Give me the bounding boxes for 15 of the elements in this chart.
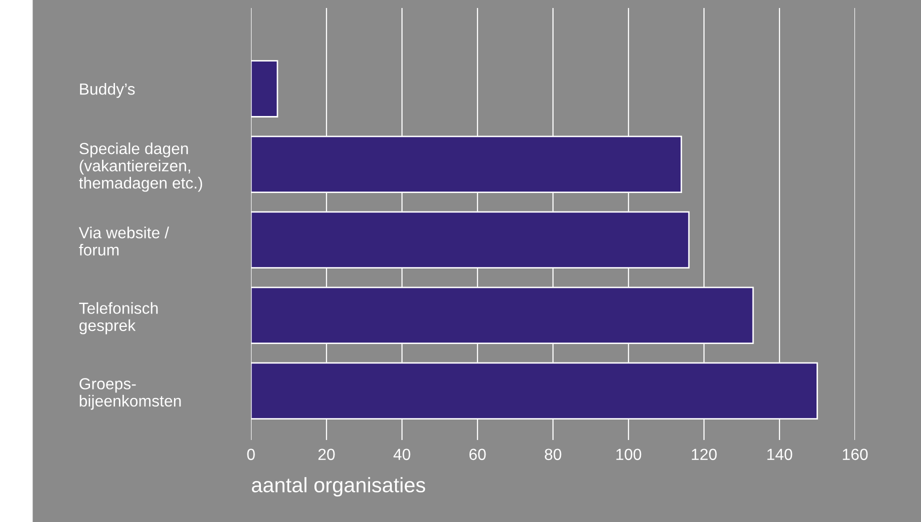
x-tick-label: 40 bbox=[393, 448, 410, 460]
x-tick-label: 160 bbox=[842, 448, 868, 460]
x-tick-label: 80 bbox=[544, 448, 562, 460]
x-tick-label: 100 bbox=[616, 448, 642, 460]
x-tick-label: 140 bbox=[767, 448, 792, 460]
y-tick-label: Telefonisch gesprek bbox=[79, 302, 158, 334]
x-tick-label: 60 bbox=[469, 448, 486, 460]
x-tick-label: 20 bbox=[318, 448, 335, 460]
y-tick-label: Buddy’s bbox=[80, 83, 135, 98]
y-tick-label: Groeps- bijeenkomsten bbox=[80, 378, 181, 410]
y-tick-label: Via website / forum bbox=[78, 226, 170, 256]
y-tick-label: Speciale dagen (vakantiereizen, themadagen etc.) bbox=[79, 142, 202, 192]
x-axis-title: aantal organisaties bbox=[252, 477, 426, 497]
x-tick-label: 120 bbox=[692, 448, 717, 460]
x-tick-label: 0 bbox=[247, 448, 255, 460]
